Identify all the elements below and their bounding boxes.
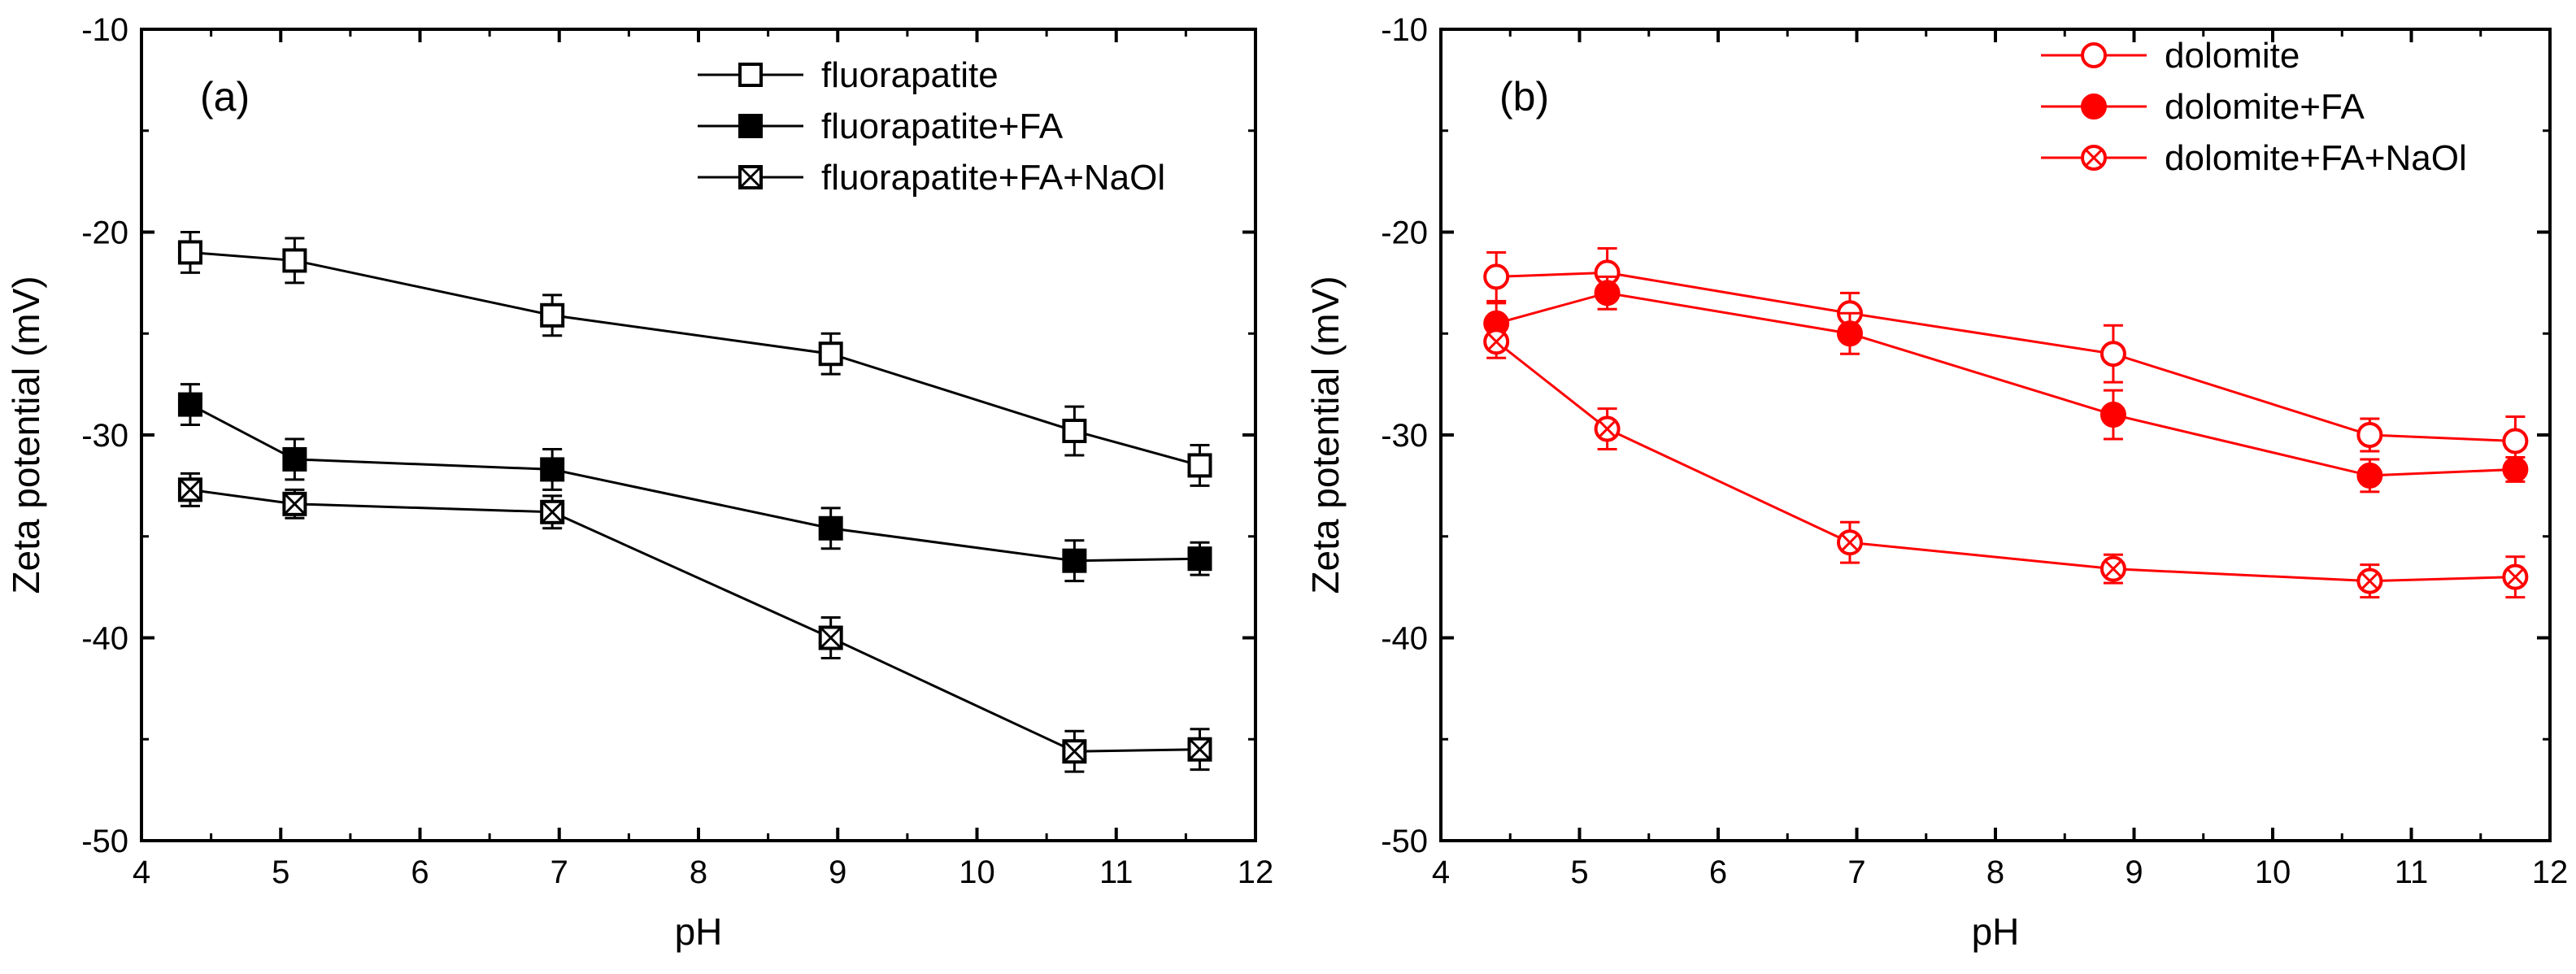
panel-a-data-point (1187, 546, 1212, 572)
panel-b-legend: dolomite dolomite+FA dolomite+FA+NaOl (2041, 36, 2467, 178)
panel-b-ytick-label: -40 (1381, 621, 1428, 657)
panel-b-xtick-label: 7 (1847, 854, 1865, 890)
panel-a-legend-label: fluorapatite (821, 55, 999, 95)
panel-a-data-point (1187, 453, 1212, 478)
panel-a-label: (a) (200, 74, 250, 120)
panel-b: 4 5 6 7 8 9 10 11 12 -50 -40 -30 -20 -10 pH Zeta potent… (1304, 12, 2568, 953)
panel-a-data-point (540, 457, 565, 482)
panel-b-series-line (1495, 341, 2516, 583)
panel-a-data-point-cross-b (283, 492, 307, 515)
panel-a-data-point-cross-b (819, 626, 842, 650)
panel-b-series-line (1495, 291, 2516, 477)
panel-b-ytick-label: -50 (1381, 824, 1428, 859)
panel-b-label: (b) (1499, 74, 1549, 120)
panel-b-ytick-label: -20 (1381, 215, 1428, 251)
panel-a-xtick-label: 7 (550, 854, 568, 890)
panel-a-legend-label: fluorapatite+FA (821, 107, 1064, 146)
panel-b-y-axis-label: Zeta potential (mV) (1304, 276, 1347, 594)
panel-b-xtick-label: 6 (1709, 854, 1727, 890)
panel-a-data-point (818, 515, 843, 541)
panel-b-legend-marker (2081, 42, 2107, 68)
panel-a-legend-marker (738, 114, 763, 138)
panel-a-xtick-label: 4 (133, 854, 150, 890)
panel-a-ytick-label: -20 (81, 215, 128, 251)
panel-b-data-point-cross-b (2361, 572, 2379, 590)
panel-a-series-line (189, 250, 1200, 467)
panel-b-legend-marker (2081, 93, 2107, 120)
panel-b-xtick-label: 9 (2125, 854, 2143, 890)
panel-b-data-point (2356, 422, 2383, 448)
panel-a-data-point (282, 446, 307, 472)
panel-b-xtick-label: 4 (1432, 854, 1450, 890)
panel-b-x-axis-label: pH (1972, 911, 2020, 953)
panel-b-series-1 (1483, 246, 2529, 467)
panel-b-legend-label: dolomite+FA (2165, 87, 2365, 127)
panel-a-xtick-label: 10 (959, 854, 995, 890)
panel-b-ytick-label: -30 (1381, 418, 1428, 454)
panel-a-xtick-label: 6 (411, 854, 429, 890)
panel-a-legend-marker (738, 63, 763, 87)
panel-b-xtick-label: 12 (2532, 854, 2569, 890)
panel-a-xtick-label: 8 (690, 854, 707, 890)
panel-a-data-point (1062, 548, 1087, 573)
panel-b-legend-label: dolomite+FA+NaOl (2165, 138, 2467, 178)
panel-b-data-point-cross-b (1840, 533, 1860, 552)
panel-a: 4 5 6 7 8 9 10 11 12 -50 -40 -30 -20 -10 pH Zeta potent… (5, 12, 1273, 953)
panel-a-y-axis-label: Zeta potential (mV) (5, 276, 47, 594)
panel-b-data-point (1483, 263, 1510, 290)
panel-b-series-line (1496, 271, 2516, 442)
panel-b-series-3 (1483, 324, 2529, 599)
panel-b-data-point-cross-b (2104, 559, 2123, 578)
panel-b-xtick-label: 10 (2255, 854, 2291, 890)
panel-a-data-point (1062, 419, 1087, 444)
panel-a-data-point (818, 341, 843, 367)
panel-b-data-point (2502, 456, 2529, 483)
panel-b-data-point (2502, 428, 2529, 454)
panel-a-series-1 (177, 231, 1212, 487)
panel-a-data-point (282, 248, 307, 273)
panel-a-data-point (177, 392, 202, 417)
panel-a-ytick-label: -30 (81, 418, 128, 454)
panel-a-series-line (189, 403, 1200, 563)
panel-b-xtick-label: 11 (2395, 854, 2429, 890)
panel-a-xtick-label: 11 (1099, 854, 1134, 890)
panel-b-legend-label: dolomite (2165, 36, 2300, 76)
panel-a-ytick-label: -40 (81, 621, 128, 657)
panel-b-data-point (2356, 462, 2383, 489)
panel-b-data-point (2100, 341, 2126, 367)
panel-b-data-point (1594, 280, 1621, 307)
panel-a-legend-label: fluorapatite+FA+NaOl (821, 158, 1165, 198)
panel-a-legend: fluorapatite fluorapatite+FA fluorapatite+… (698, 55, 1165, 198)
panel-a-data-point-cross-b (1063, 740, 1086, 763)
panel-a-series-3 (177, 472, 1212, 773)
panel-b-xtick-label: 5 (1570, 854, 1588, 890)
panel-a-xtick-label: 9 (829, 854, 846, 890)
panel-a-data-point (540, 302, 565, 328)
panel-b-xtick-label: 8 (1986, 854, 2004, 890)
panel-a-data-point-cross-b (178, 478, 202, 502)
panel-b-data-point-cross-b (1487, 333, 1506, 351)
panel-b-legend-marker-cross-b (2084, 148, 2104, 167)
panel-b-data-point-cross-b (2506, 567, 2525, 586)
panel-a-ytick-label: -50 (81, 824, 128, 859)
panel-a-legend-marker-cross-b (738, 165, 763, 189)
panel-a-data-point (177, 240, 202, 265)
panel-a-xtick-label: 12 (1238, 854, 1274, 890)
panel-a-series-line (189, 488, 1200, 753)
panel-b-data-point (1836, 320, 1863, 347)
panel-a-xtick-label: 5 (272, 854, 289, 890)
panel-a-data-point-cross-b (1188, 737, 1212, 761)
panel-a-ytick-label: -10 (81, 12, 128, 48)
panel-a-data-point-cross-b (541, 500, 564, 524)
panel-a-x-axis-label: pH (675, 911, 723, 953)
panel-b-series-2 (1483, 275, 2529, 494)
panel-b-data-point (2100, 402, 2126, 428)
panel-b-data-point-cross-b (1598, 420, 1617, 438)
panel-a-series-2 (177, 383, 1212, 583)
panel-b-ytick-label: -10 (1381, 12, 1428, 48)
